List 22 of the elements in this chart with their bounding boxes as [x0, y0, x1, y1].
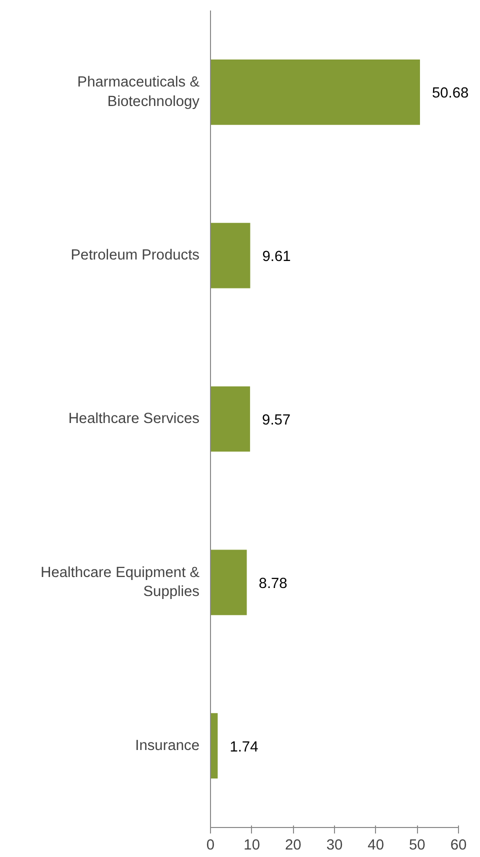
data-label: 1.74 — [230, 739, 258, 756]
x-tick-label: 50 — [409, 838, 426, 854]
y-tick-label: Pharmaceuticals & Biotechnology — [77, 74, 200, 110]
bar — [210, 386, 250, 452]
y-tick-label: Petroleum Products — [70, 248, 200, 264]
bar — [210, 550, 247, 616]
bar — [210, 222, 250, 288]
data-label: 9.57 — [262, 412, 291, 428]
bar — [210, 713, 218, 778]
y-tick-label: Healthcare Services — [68, 411, 200, 427]
data-label: 9.61 — [262, 249, 291, 266]
bar — [210, 60, 420, 125]
x-tick-label: 20 — [285, 838, 302, 854]
data-label: 50.68 — [432, 86, 469, 102]
x-tick-label: 30 — [326, 838, 343, 854]
x-tick-label: 60 — [450, 838, 467, 854]
y-tick-label: Insurance — [135, 738, 200, 754]
x-tick-label: 0 — [206, 838, 215, 854]
x-tick-label: 10 — [244, 838, 260, 854]
y-tick-label: Healthcare Equipment & Supplies — [40, 564, 200, 600]
data-label: 8.78 — [258, 576, 288, 592]
x-tick-label: 40 — [368, 838, 384, 854]
